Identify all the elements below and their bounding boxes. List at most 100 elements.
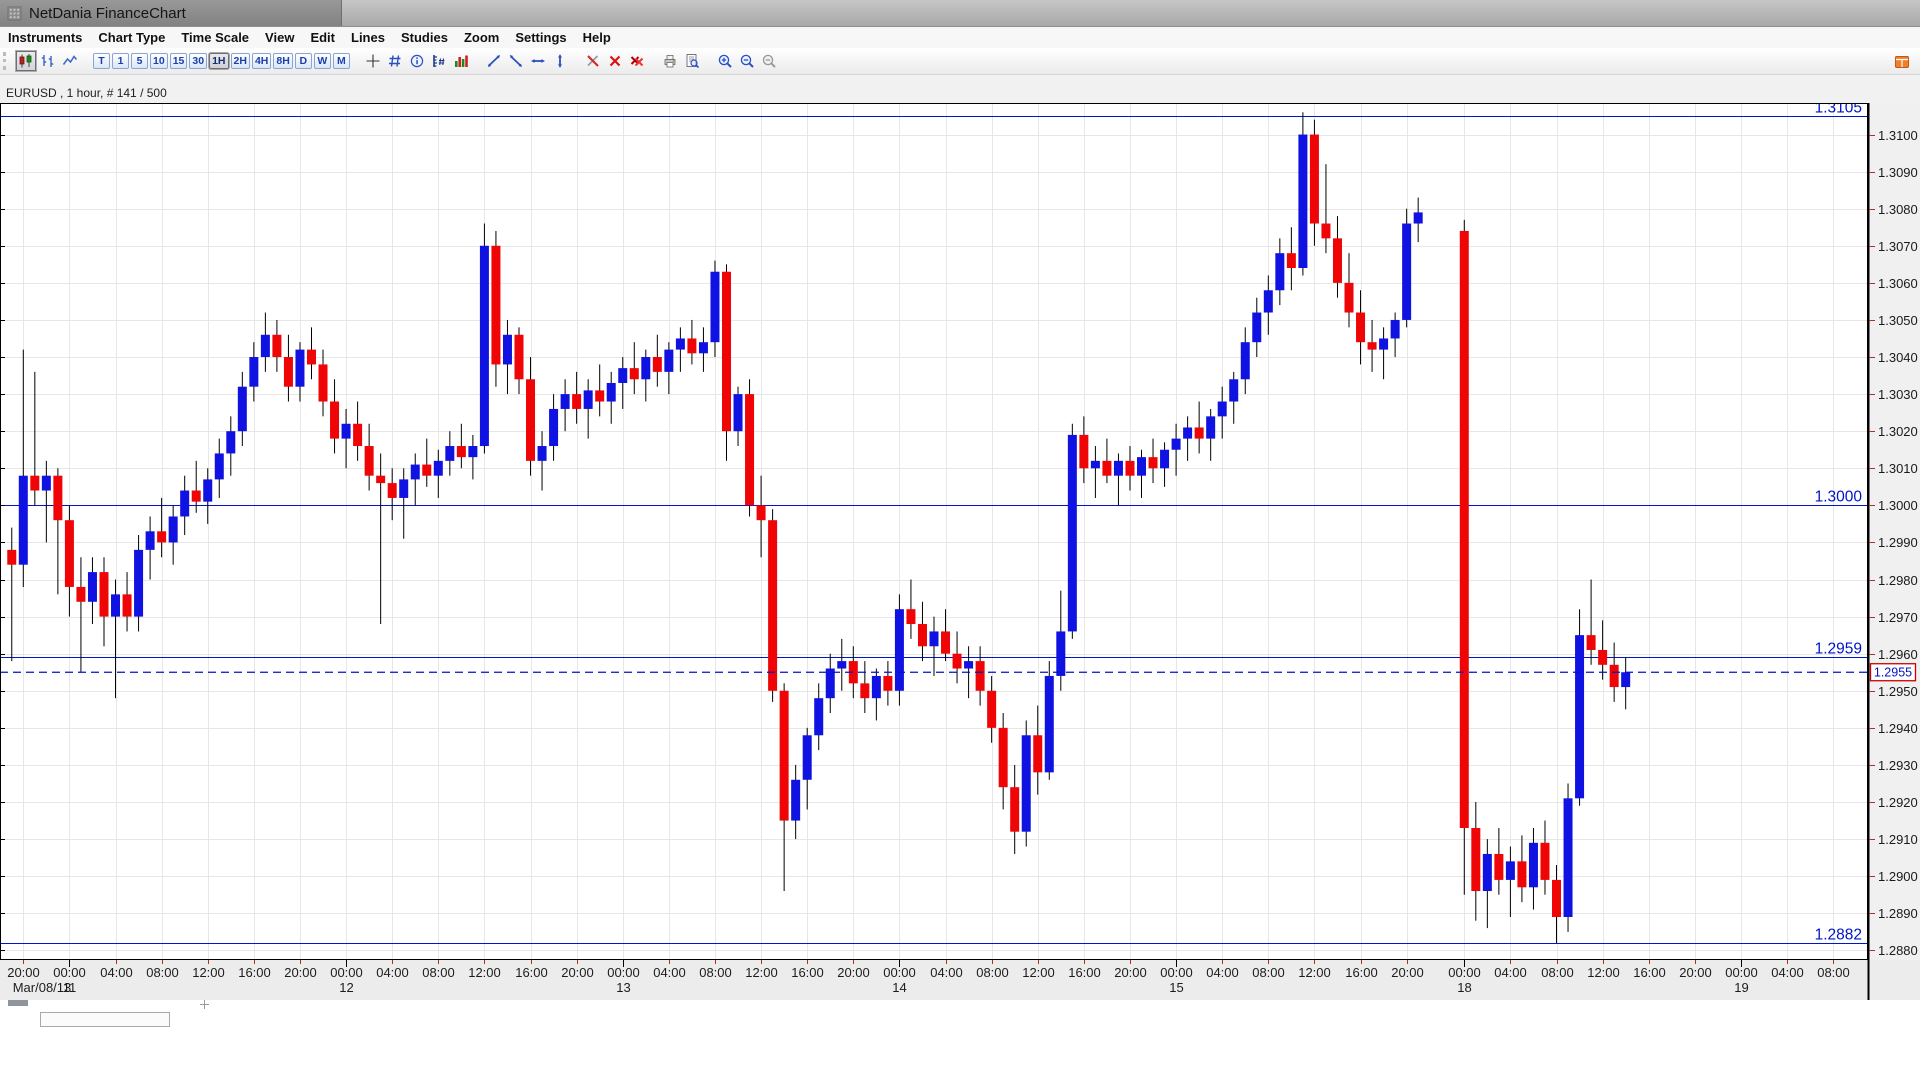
menu-item-edit[interactable]: Edit: [310, 30, 335, 45]
trendline-up-button[interactable]: [484, 51, 504, 71]
menu-item-settings[interactable]: Settings: [515, 30, 567, 45]
candle: [445, 431, 455, 476]
time-tick-label: 16:00: [1345, 965, 1378, 980]
candle: [1056, 590, 1066, 691]
candle: [30, 371, 40, 506]
toolbar-drag-handle[interactable]: [3, 52, 9, 70]
price-tick-label: 1.2920: [1878, 795, 1918, 810]
candle: [871, 668, 881, 721]
delete-all-lines-button[interactable]: [627, 51, 647, 71]
timeframe-15m-button[interactable]: 15: [169, 53, 188, 69]
menu-item-studies[interactable]: Studies: [400, 30, 448, 45]
timeframe-1h-button[interactable]: 1H: [209, 53, 229, 69]
menu-item-view[interactable]: View: [265, 30, 295, 45]
zoom-in-button[interactable]: [715, 51, 735, 71]
bar-chart-button[interactable]: [38, 51, 58, 71]
time-tick-label: 00:00: [1725, 965, 1758, 980]
timeframe-2h-button[interactable]: 2H: [230, 53, 250, 69]
delete-line-button[interactable]: [605, 51, 625, 71]
print-button[interactable]: [660, 51, 680, 71]
candle: [906, 579, 916, 639]
candle: [226, 416, 236, 476]
panel-remnant-sliver: [8, 1000, 28, 1006]
time-tick-label: 16:00: [791, 965, 824, 980]
price-axis[interactable]: 1.3100 1.3090 1.3080 1.3070 1.3060 1.3050 1.30…: [0, 128, 1918, 958]
print-preview-button[interactable]: [682, 51, 702, 71]
candle: [629, 342, 639, 395]
chart-canvas[interactable]: 1.3105 1.3000 1.2959 1.2882 1.3100 1.3090 1.30…: [0, 103, 1920, 1000]
time-tick-label: 08:00: [146, 965, 179, 980]
time-tick-label: 16:00: [238, 965, 271, 980]
candle: [387, 468, 397, 521]
timeframe-5m-button[interactable]: 5: [131, 53, 148, 69]
candle: [1113, 453, 1123, 506]
date-tick-label: 11: [63, 980, 77, 995]
candle: [306, 327, 316, 380]
timeframe-tick-button[interactable]: T: [93, 53, 110, 69]
timeframe-1m-button[interactable]: 1: [112, 53, 129, 69]
time-tick-label: 00:00: [607, 965, 640, 980]
timeframe-4h-button[interactable]: 4H: [251, 53, 272, 69]
candle: [1010, 764, 1020, 854]
timeframe-1w-button[interactable]: W: [313, 53, 331, 69]
price-tick-label: 1.2900: [1878, 869, 1918, 884]
erase-line-button[interactable]: [583, 51, 603, 71]
price-tick-label: 1.3080: [1878, 202, 1918, 217]
price-tick-label: 1.3020: [1878, 424, 1918, 439]
zoom-off-button[interactable]: [759, 51, 779, 71]
volume-button[interactable]: [451, 51, 471, 71]
menu-item-chart-type[interactable]: Chart Type: [98, 30, 166, 45]
candle: [157, 497, 167, 558]
window-title: NetDania FinanceChart: [29, 4, 186, 22]
candle: [203, 468, 213, 524]
menu-item-instruments[interactable]: Instruments: [8, 30, 83, 45]
candle: [433, 449, 443, 498]
date-tick-label: 13: [616, 980, 630, 995]
info-button[interactable]: [407, 51, 427, 71]
candle: [1148, 438, 1158, 484]
crosshair-button[interactable]: [363, 51, 383, 71]
layout-panel-icon[interactable]: [1892, 52, 1912, 72]
candle: [1575, 609, 1585, 806]
layout-panel-icon-glyph: [1894, 54, 1910, 70]
timeframe-30m-button[interactable]: 30: [189, 53, 208, 69]
price-levels-button[interactable]: [429, 51, 449, 71]
timeframe-8h-button[interactable]: 8H: [273, 53, 293, 69]
time-tick-label: 16:00: [1633, 965, 1666, 980]
candle: [180, 475, 190, 536]
zoom-out-button[interactable]: [737, 51, 757, 71]
menu-item-time-scale[interactable]: Time Scale: [181, 30, 250, 45]
menu-item-zoom[interactable]: Zoom: [463, 30, 500, 45]
candle: [514, 327, 524, 395]
ohlc-icon: [40, 53, 56, 69]
menu-item-lines[interactable]: Lines: [351, 30, 385, 45]
candle: [883, 661, 893, 706]
candle: [745, 379, 755, 517]
candle: [768, 509, 778, 702]
candle: [1067, 423, 1077, 639]
candle: [295, 342, 305, 402]
timeframe-10m-button[interactable]: 10: [150, 53, 168, 69]
candle: [1367, 319, 1377, 372]
hidden-panel-remnant[interactable]: [40, 1012, 170, 1027]
price-tick-label: 1.2930: [1878, 758, 1918, 773]
candlestick-chart-button[interactable]: [16, 51, 36, 71]
candle: [1505, 846, 1515, 917]
price-tick-label: 1.2910: [1878, 832, 1918, 847]
candle: [1598, 620, 1608, 680]
candle: [779, 683, 789, 892]
line-chart-button[interactable]: [60, 51, 80, 71]
menu-item-help[interactable]: Help: [582, 30, 611, 45]
grid-button[interactable]: [385, 51, 405, 71]
horizontal-line-button[interactable]: [528, 51, 548, 71]
timeframe-1mo-button[interactable]: M: [332, 53, 350, 69]
remnant-tick-icon: [204, 1000, 205, 1009]
candle: [1033, 705, 1043, 795]
candle: [675, 327, 685, 372]
trendline-down-button[interactable]: [506, 51, 526, 71]
zoom-out-icon: [739, 53, 755, 69]
timeframe-1d-button[interactable]: D: [294, 53, 312, 69]
candle: [641, 349, 651, 402]
vertical-line-button[interactable]: [550, 51, 570, 71]
